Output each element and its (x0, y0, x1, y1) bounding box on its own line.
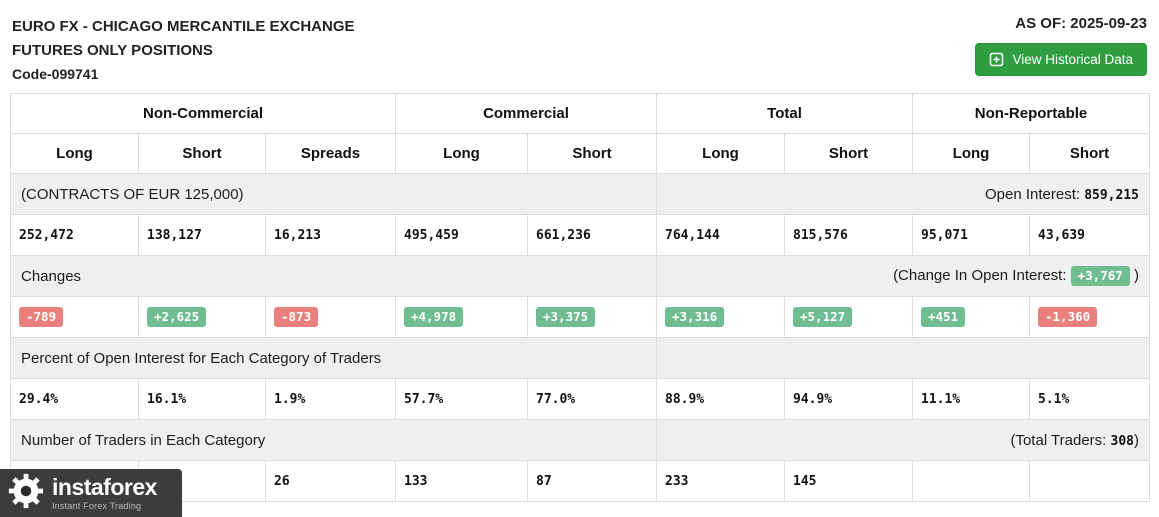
percent-t-long: 88.9% (656, 378, 785, 420)
traders-label: Number of Traders in Each Category (10, 419, 657, 461)
percent-nr-short: 5.1% (1029, 378, 1150, 420)
col-header-c-long: Long (395, 133, 528, 174)
changes-header-row: Changes (Change In Open Interest: +3,767… (10, 255, 1150, 297)
historical-data-icon (989, 52, 1004, 67)
col-header-nc-long: Long (10, 133, 139, 174)
col-header-nc-short: Short (138, 133, 266, 174)
col-header-t-long: Long (656, 133, 785, 174)
traders-nr-short (1029, 460, 1150, 502)
open-interest-value: 859,215 (1084, 187, 1139, 203)
watermark-brand: instaforex (52, 473, 157, 500)
change-badge-nc-short: +2,625 (147, 306, 207, 328)
traders-t-long: 233 (656, 460, 785, 502)
traders-c-short: 87 (527, 460, 657, 502)
traders-t-short: 145 (784, 460, 913, 502)
report-title-line1: EURO FX - CHICAGO MERCANTILE EXCHANGE (12, 18, 355, 35)
watermark-tagline: Instant Forex Trading (52, 500, 142, 511)
positions-nc-short: 138,127 (138, 214, 266, 256)
instaforex-gear-icon (7, 472, 45, 515)
change-oi-badge: +3,767 (1070, 265, 1130, 287)
changes-row: -789 +2,625 -873 +4,978 +3,375 +3,316 +5… (10, 296, 1150, 338)
percent-t-short: 94.9% (784, 378, 913, 420)
cot-table: Non-Commercial Commercial Total Non-Repo… (10, 93, 1150, 502)
change-badge-nr-long: +451 (921, 306, 966, 328)
change-oi-suffix: ) (1134, 266, 1139, 284)
report-code: Code-099741 (12, 66, 99, 82)
percent-c-short: 77.0% (527, 378, 657, 420)
group-header-total: Total (656, 93, 913, 134)
open-interest-cell: Open Interest: 859,215 (656, 173, 1150, 215)
positions-row: 252,472 138,127 16,213 495,459 661,236 7… (10, 214, 1150, 256)
group-header-row: Non-Commercial Commercial Total Non-Repo… (10, 93, 1150, 134)
view-historical-data-label: View Historical Data (1012, 52, 1133, 67)
positions-nr-long: 95,071 (912, 214, 1030, 256)
change-badge-c-short: +3,375 (536, 306, 596, 328)
percent-header-row: Percent of Open Interest for Each Catego… (10, 337, 1150, 379)
positions-nr-short: 43,639 (1029, 214, 1150, 256)
positions-t-short: 815,576 (784, 214, 913, 256)
total-traders-value: 308 (1110, 433, 1134, 449)
col-header-c-short: Short (527, 133, 657, 174)
positions-nc-spreads: 16,213 (265, 214, 396, 256)
traders-c-long: 133 (395, 460, 528, 502)
change-badge-t-short: +5,127 (793, 306, 853, 328)
traders-nr-long (912, 460, 1030, 502)
change-badge-nr-short: -1,360 (1038, 306, 1098, 328)
instaforex-watermark: instaforex Instant Forex Trading (0, 469, 182, 517)
percent-row: 29.4% 16.1% 1.9% 57.7% 77.0% 88.9% 94.9%… (10, 378, 1150, 420)
group-header-non-reportable: Non-Reportable (912, 93, 1150, 134)
traders-header-row: Number of Traders in Each Category (Tota… (10, 419, 1150, 461)
change-badge-nc-long: -789 (19, 306, 64, 328)
group-header-commercial: Commercial (395, 93, 657, 134)
percent-nr-long: 11.1% (912, 378, 1030, 420)
traders-nc-spreads: 26 (265, 460, 396, 502)
total-traders-suffix: ) (1134, 431, 1139, 449)
positions-nc-long: 252,472 (10, 214, 139, 256)
change-open-interest-cell: (Change In Open Interest: +3,767 ) (656, 255, 1150, 297)
change-badge-c-long: +4,978 (404, 306, 464, 328)
percent-nc-long: 29.4% (10, 378, 139, 420)
col-header-t-short: Short (784, 133, 913, 174)
header-right: AS OF: 2025-09-23 View Historical Data (975, 15, 1147, 76)
contracts-label: (CONTRACTS OF EUR 125,000) (10, 173, 657, 215)
change-badge-t-long: +3,316 (665, 306, 725, 328)
report-title-line2: FUTURES ONLY POSITIONS (12, 42, 213, 59)
change-badge-nc-spreads: -873 (274, 306, 319, 328)
col-header-nr-long: Long (912, 133, 1030, 174)
contracts-row: (CONTRACTS OF EUR 125,000) Open Interest… (10, 173, 1150, 215)
positions-t-long: 764,144 (656, 214, 785, 256)
change-oi-label: (Change In Open Interest: (893, 266, 1067, 284)
view-historical-data-button[interactable]: View Historical Data (975, 43, 1147, 76)
positions-c-short: 661,236 (527, 214, 657, 256)
col-header-nr-short: Short (1029, 133, 1150, 174)
percent-nc-spreads: 1.9% (265, 378, 396, 420)
total-traders-cell: (Total Traders: 308) (656, 419, 1150, 461)
percent-c-long: 57.7% (395, 378, 528, 420)
group-header-non-commercial: Non-Commercial (10, 93, 396, 134)
percent-label: Percent of Open Interest for Each Catego… (10, 337, 657, 379)
report-titles: EURO FX - CHICAGO MERCANTILE EXCHANGE FU… (12, 15, 355, 85)
changes-label: Changes (10, 255, 657, 297)
as-of-date: AS OF: 2025-09-23 (1015, 15, 1147, 32)
positions-c-long: 495,459 (395, 214, 528, 256)
open-interest-label: Open Interest: (984, 185, 1081, 203)
col-header-nc-spreads: Spreads (265, 133, 396, 174)
percent-header-spacer (656, 337, 1150, 379)
watermark-text: instaforex Instant Forex Trading (52, 473, 157, 511)
sub-header-row: Long Short Spreads Long Short Long Short… (10, 133, 1150, 174)
page-header: EURO FX - CHICAGO MERCANTILE EXCHANGE FU… (0, 0, 1159, 93)
total-traders-label: (Total Traders: (1010, 431, 1107, 449)
percent-nc-short: 16.1% (138, 378, 266, 420)
